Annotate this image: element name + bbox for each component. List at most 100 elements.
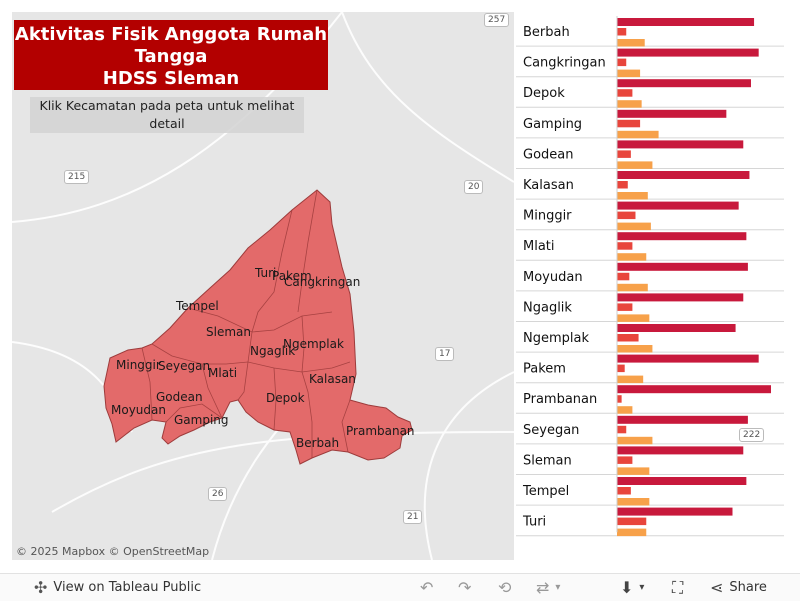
bar-tempel-series-2[interactable] xyxy=(617,487,631,495)
map-region-label-pakem[interactable]: Pakem xyxy=(272,269,312,283)
bar-berbah-series-3[interactable] xyxy=(617,39,645,47)
bar-sleman-series-2[interactable] xyxy=(617,456,633,464)
bar-godean-series-2[interactable] xyxy=(617,150,631,158)
map-area[interactable]: 257 215 20 17 26 21 222 TuriPakemCangkri… xyxy=(12,12,514,560)
bar-pakem-series-3[interactable] xyxy=(617,375,644,384)
bar-minggir-series-2[interactable] xyxy=(617,211,636,220)
pause-button[interactable]: ⇄ ▾ xyxy=(536,578,560,597)
bar-chart-panel[interactable]: Berbah Cangkringan Depok Gamping Godean Kalas… xyxy=(516,12,788,560)
bar-ngaglik-series-3[interactable] xyxy=(617,314,650,322)
bar-pakem-series-2[interactable] xyxy=(617,364,625,373)
bar-seyegan-series-1[interactable] xyxy=(617,415,748,424)
bar-gamping-series-3[interactable] xyxy=(617,130,659,139)
bar-gamping-series-1[interactable] xyxy=(617,109,727,118)
bar-cangkringan-series-3[interactable] xyxy=(617,69,641,78)
map-region-label-berbah[interactable]: Berbah xyxy=(296,436,339,450)
bar-row-turi[interactable]: Turi xyxy=(516,507,784,537)
map-region-label-godean[interactable]: Godean xyxy=(156,390,203,404)
bar-row-kalasan[interactable]: Kalasan xyxy=(516,171,784,200)
map-region-label-ngaglik[interactable]: Ngaglik xyxy=(250,344,295,358)
bar-berbah-series-1[interactable] xyxy=(617,18,755,26)
bar-turi-series-2[interactable] xyxy=(617,517,647,526)
bar-row-pakem[interactable]: Pakem xyxy=(516,354,784,384)
bar-ngemplak-series-2[interactable] xyxy=(617,334,639,342)
bar-sleman-series-1[interactable] xyxy=(617,446,744,455)
bar-row-godean[interactable]: Godean xyxy=(516,140,784,169)
bar-row-depok[interactable]: Depok xyxy=(516,79,784,108)
bar-mlati-series-1[interactable] xyxy=(617,232,747,241)
map-region-label-sleman[interactable]: Sleman xyxy=(206,325,251,339)
bar-row-gamping[interactable]: Gamping xyxy=(516,109,784,139)
map-region-label-prambanan[interactable]: Prambanan xyxy=(346,424,415,438)
bar-depok-series-1[interactable] xyxy=(617,79,751,88)
bar-ngemplak-series-3[interactable] xyxy=(617,345,653,353)
bar-minggir-series-1[interactable] xyxy=(617,201,739,210)
redo-icon: ↷ xyxy=(458,578,472,597)
bar-prambanan-series-2[interactable] xyxy=(617,395,622,403)
bar-row-berbah[interactable]: Berbah xyxy=(516,18,784,47)
map-region-label-depok[interactable]: Depok xyxy=(266,391,305,405)
map-region-label-turi[interactable]: Turi xyxy=(254,266,276,280)
bar-depok-series-2[interactable] xyxy=(617,89,633,97)
bar-depok-series-3[interactable] xyxy=(617,100,642,108)
map-region-label-mlati[interactable]: Mlati xyxy=(208,366,237,380)
bar-row-sleman[interactable]: Sleman xyxy=(516,446,784,475)
refresh-icon: ⇄ xyxy=(536,578,550,597)
redo-button[interactable]: ↷ xyxy=(458,578,471,597)
bar-ngaglik-series-1[interactable] xyxy=(617,293,744,302)
share-button[interactable]: ⋖ Share xyxy=(710,578,767,597)
bar-prambanan-series-1[interactable] xyxy=(617,385,771,394)
bar-row-prambanan[interactable]: Prambanan xyxy=(516,385,784,414)
bar-seyegan-series-2[interactable] xyxy=(617,425,627,434)
bar-mlati-series-2[interactable] xyxy=(617,242,633,250)
map-region-label-cangkringan[interactable]: Cangkringan xyxy=(284,275,360,289)
bar-seyegan-series-3[interactable] xyxy=(617,436,653,445)
category-label: Ngaglik xyxy=(523,300,572,315)
bar-turi-series-3[interactable] xyxy=(617,528,647,537)
bar-kalasan-series-2[interactable] xyxy=(617,181,628,189)
bar-row-tempel[interactable]: Tempel xyxy=(516,477,784,506)
view-on-tableau-button[interactable]: ✣ View on Tableau Public xyxy=(34,578,201,597)
fullscreen-button[interactable]: ⛶ xyxy=(672,578,683,598)
bar-row-moyudan[interactable]: Moyudan xyxy=(516,262,784,292)
bar-row-minggir[interactable]: Minggir xyxy=(516,201,784,231)
bar-cangkringan-series-1[interactable] xyxy=(617,48,759,57)
bar-row-ngemplak[interactable]: Ngemplak xyxy=(516,324,784,353)
bar-prambanan-series-3[interactable] xyxy=(617,406,633,414)
bar-moyudan-series-2[interactable] xyxy=(617,272,630,281)
bar-cangkringan-series-2[interactable] xyxy=(617,58,627,67)
map-region-label-gamping[interactable]: Gamping xyxy=(174,413,229,427)
map-region-label-minggir[interactable]: Minggir xyxy=(116,358,161,372)
bar-gamping-series-2[interactable] xyxy=(617,119,641,128)
bar-minggir-series-3[interactable] xyxy=(617,222,651,231)
bar-godean-series-3[interactable] xyxy=(617,161,653,169)
map-region-label-ngemplak[interactable]: Ngemplak xyxy=(283,337,344,351)
map-background xyxy=(12,12,514,560)
bar-tempel-series-3[interactable] xyxy=(617,498,650,506)
revert-button[interactable]: ⟲ xyxy=(498,578,511,597)
bar-sleman-series-3[interactable] xyxy=(617,467,650,475)
bar-row-mlati[interactable]: Mlati xyxy=(516,232,784,261)
bar-ngaglik-series-2[interactable] xyxy=(617,303,633,311)
bar-kalasan-series-3[interactable] xyxy=(617,192,648,200)
bar-kalasan-series-1[interactable] xyxy=(617,171,750,179)
download-button[interactable]: ⬇ ▾ xyxy=(620,578,644,597)
bar-moyudan-series-1[interactable] xyxy=(617,262,748,271)
bar-moyudan-series-3[interactable] xyxy=(617,283,648,292)
category-label: Seyegan xyxy=(523,423,579,438)
bar-turi-series-1[interactable] xyxy=(617,507,733,516)
bar-row-seyegan[interactable]: Seyegan xyxy=(516,415,784,445)
undo-button[interactable]: ↶ xyxy=(420,578,433,597)
bar-godean-series-1[interactable] xyxy=(617,140,744,149)
bar-ngemplak-series-1[interactable] xyxy=(617,324,736,332)
bar-row-cangkringan[interactable]: Cangkringan xyxy=(516,48,784,78)
bar-row-ngaglik[interactable]: Ngaglik xyxy=(516,293,784,322)
map-region-label-tempel[interactable]: Tempel xyxy=(175,299,219,313)
bar-mlati-series-3[interactable] xyxy=(617,253,647,261)
bar-berbah-series-2[interactable] xyxy=(617,28,627,36)
bar-tempel-series-1[interactable] xyxy=(617,477,747,485)
map-region-label-seyegan[interactable]: Seyegan xyxy=(158,359,210,373)
map-region-label-kalasan[interactable]: Kalasan xyxy=(309,372,356,386)
map-region-label-moyudan[interactable]: Moyudan xyxy=(111,403,166,417)
bar-pakem-series-1[interactable] xyxy=(617,354,759,363)
